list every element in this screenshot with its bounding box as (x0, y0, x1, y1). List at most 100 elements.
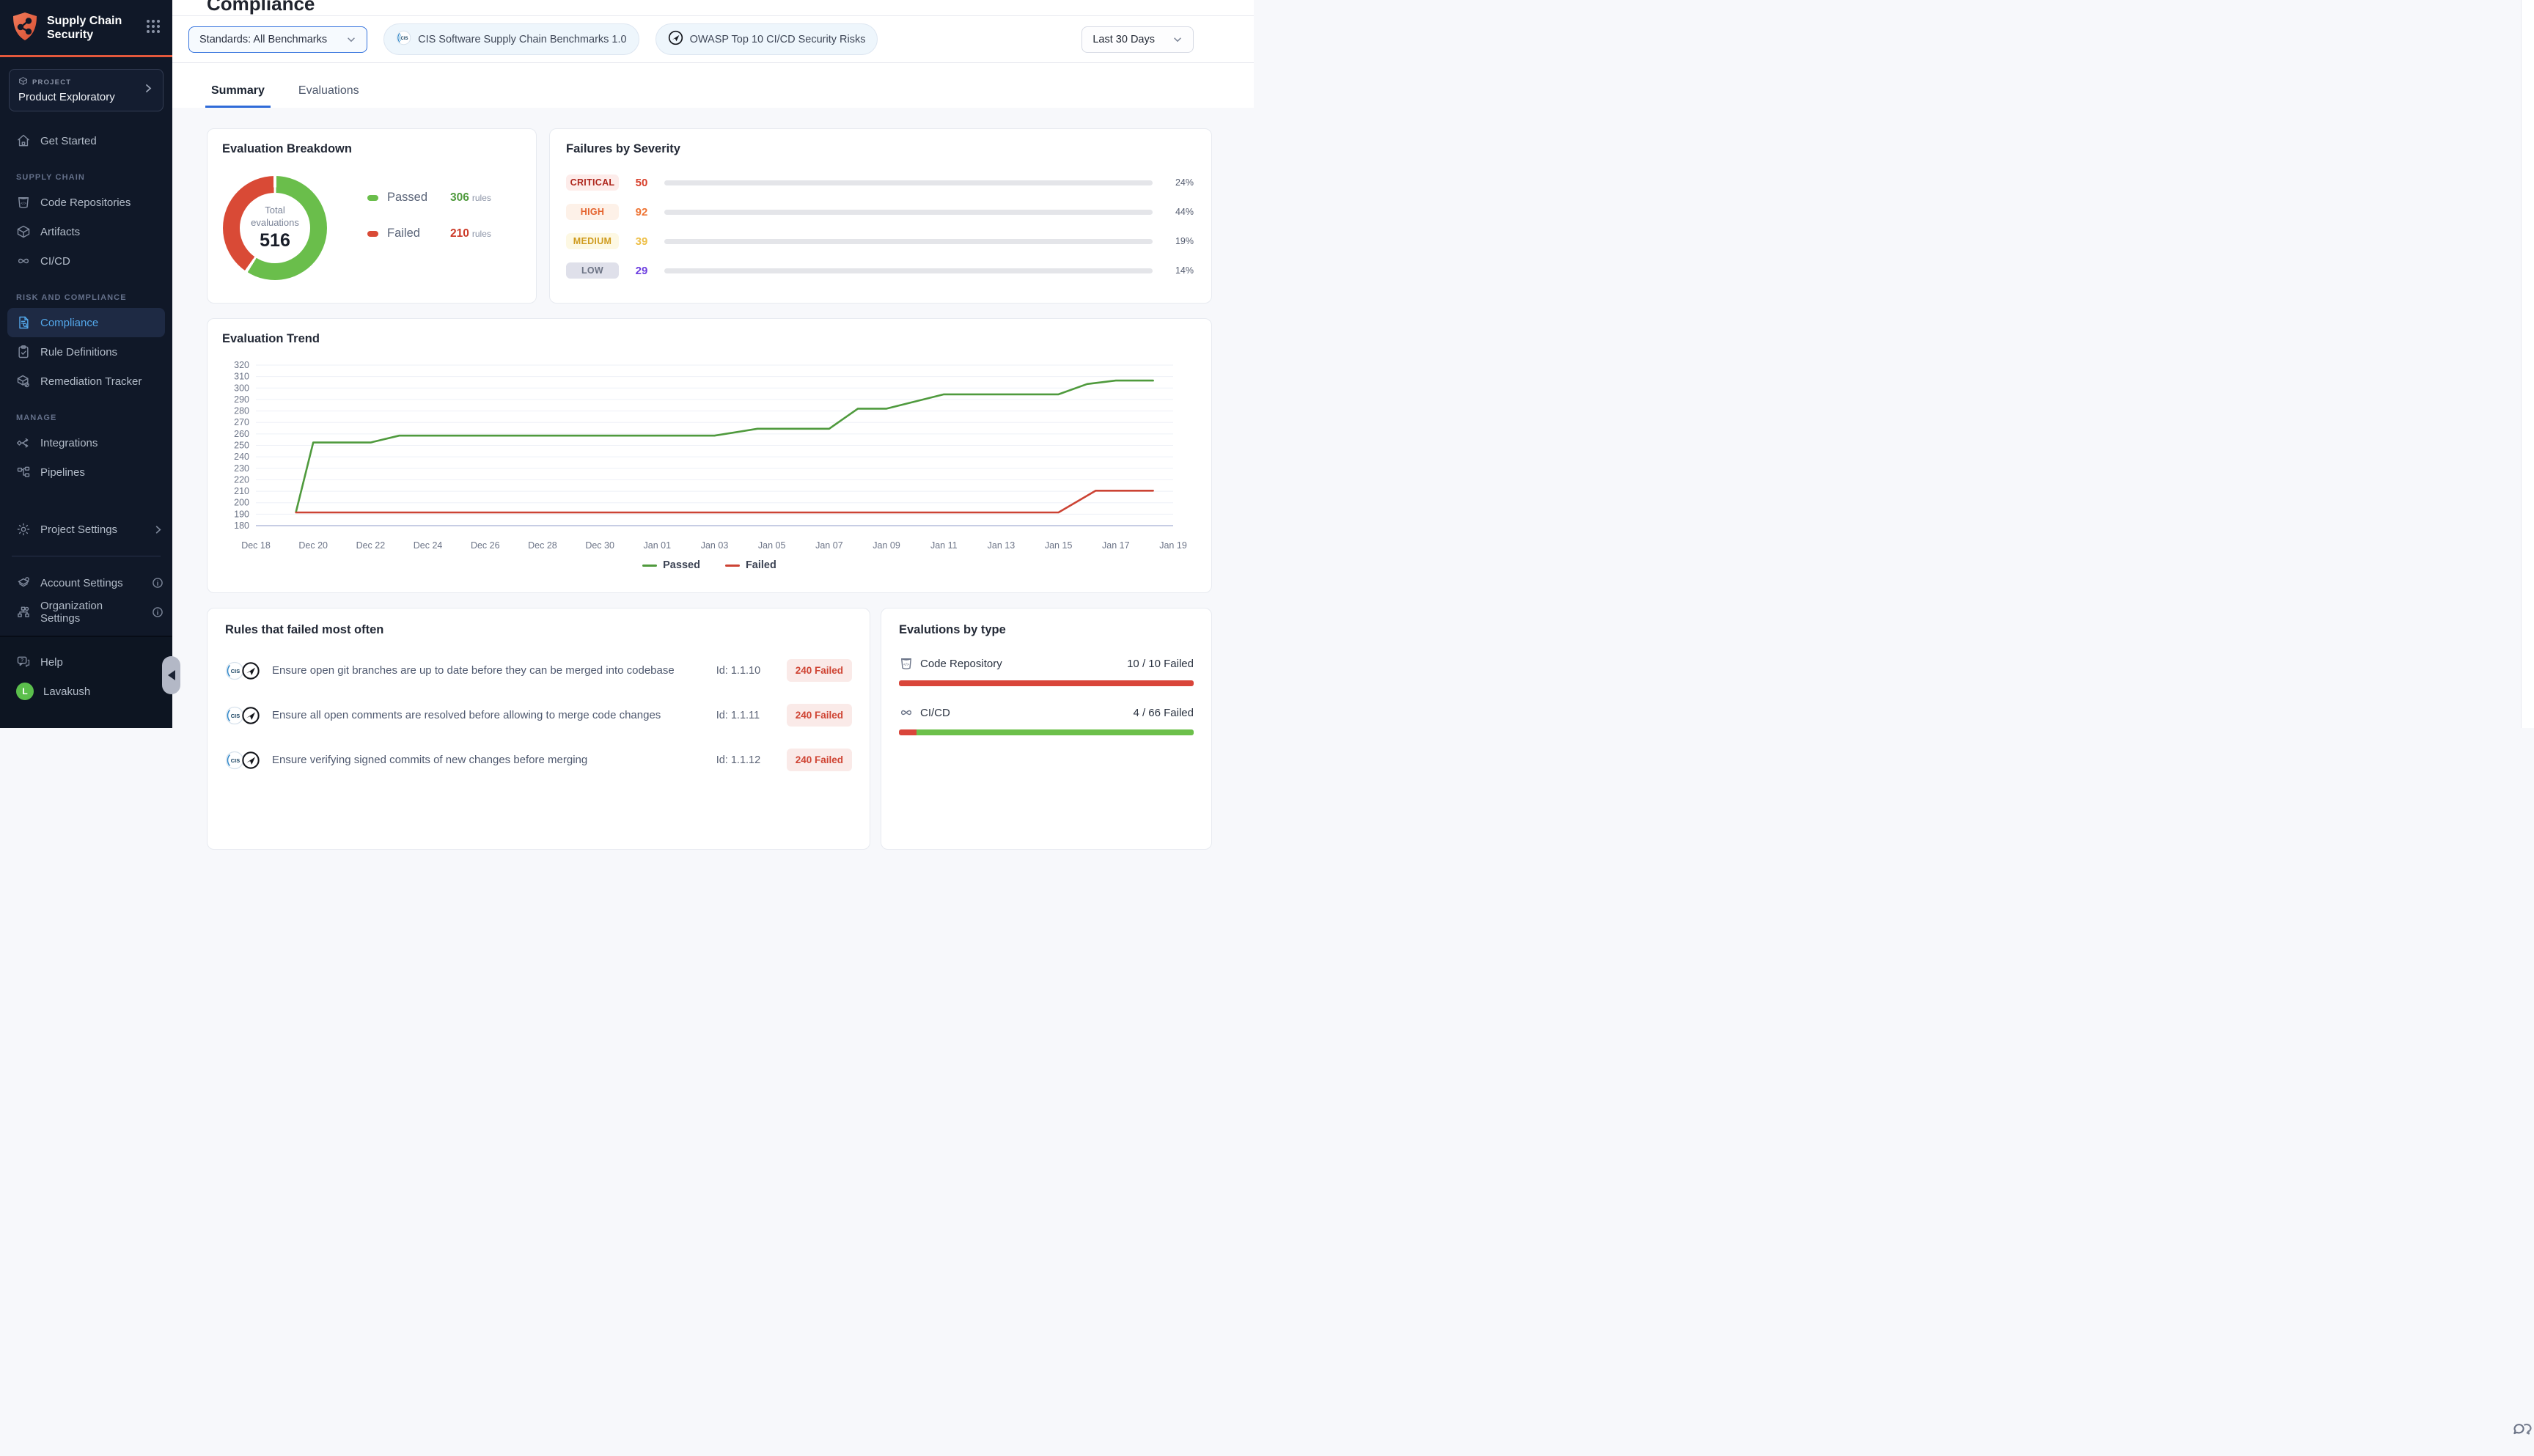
sidebar-item-project-settings[interactable]: Project Settings (0, 515, 172, 544)
severity-bar (664, 239, 1153, 244)
donut-center-label: Total (265, 205, 284, 216)
sidebar-item-get-started[interactable]: Get Started (0, 126, 172, 155)
rule-failed-badge: 240 Failed (787, 749, 852, 771)
sidebar-item-rule-definitions[interactable]: Rule Definitions (0, 337, 172, 367)
collapse-arrow-icon (168, 670, 175, 680)
info-icon[interactable] (152, 606, 164, 618)
svg-text:Dec 28: Dec 28 (528, 540, 557, 551)
sidebar-item-code-repositories[interactable]: </> Code Repositories (0, 188, 172, 217)
content: Evaluation Breakdown Totalevaluations 51… (172, 108, 1254, 850)
benchmark-chip-cis[interactable]: CIS CIS Software Supply Chain Benchmarks… (383, 23, 639, 55)
sidebar-item-help[interactable]: ? Help (0, 647, 172, 677)
rule-id: Id: 1.1.10 (716, 665, 774, 677)
svg-text:290: 290 (234, 394, 249, 405)
sidebar-item-organization-settings[interactable]: Organization Settings (0, 598, 172, 627)
svg-text:Jan 19: Jan 19 (1159, 540, 1187, 551)
type-bar (899, 680, 1194, 686)
svg-text:Jan 13: Jan 13 (988, 540, 1016, 551)
integrations-icon (16, 435, 31, 450)
tab-summary[interactable]: Summary (205, 84, 271, 108)
info-icon[interactable] (152, 577, 164, 589)
sidebar-item-label: Pipelines (40, 466, 85, 479)
rule-row[interactable]: CIS Ensure verifying signed commits of n… (225, 749, 852, 771)
failed-line-swatch (725, 565, 740, 567)
severity-row-critical: CRITICAL 50 24% (566, 175, 1194, 190)
avatar: L (16, 683, 34, 700)
sidebar-item-label: Project Settings (40, 523, 117, 536)
sidebar-item-pipelines[interactable]: Pipelines (0, 457, 172, 487)
type-row-cicd: CI/CD 4 / 66 Failed (899, 705, 1194, 735)
severity-count: 92 (619, 206, 664, 218)
cicd-infinity-icon (899, 705, 914, 720)
rule-row[interactable]: CIS Ensure all open comments are resolve… (225, 704, 852, 727)
benchmark-chip-owasp[interactable]: OWASP Top 10 CI/CD Security Risks (655, 23, 878, 55)
evaluation-breakdown-card: Evaluation Breakdown Totalevaluations 51… (207, 128, 537, 304)
legend-item-passed: Passed 306 rules (367, 191, 491, 205)
svg-text:CIS: CIS (231, 757, 240, 764)
svg-text:CIS: CIS (401, 37, 408, 41)
grid-apps-icon[interactable] (146, 19, 161, 37)
sidebar-item-artifacts[interactable]: Artifacts (0, 217, 172, 246)
severity-percent: 24% (1153, 177, 1194, 188)
tab-evaluations[interactable]: Evaluations (293, 84, 365, 108)
svg-text:180: 180 (234, 521, 249, 531)
date-range-dropdown[interactable]: Last 30 Days (1081, 26, 1194, 53)
remediation-cube-icon (16, 374, 31, 389)
sidebar-item-remediation-tracker[interactable]: Remediation Tracker (0, 367, 172, 396)
project-selector[interactable]: PROJECT Product Exploratory (9, 69, 164, 111)
svg-text:310: 310 (234, 372, 249, 382)
chevron-right-icon (153, 524, 164, 535)
cicd-infinity-icon (16, 254, 31, 268)
severity-row-high: HIGH 92 44% (566, 205, 1194, 219)
rule-row[interactable]: CIS Ensure open git branches are up to d… (225, 659, 852, 682)
clipboard-check-icon (16, 345, 31, 359)
rules-failed-card: Rules that failed most often CIS Ensure … (207, 608, 870, 850)
tab-bar: Summary Evaluations (172, 63, 1254, 108)
sidebar-collapse-handle[interactable] (162, 656, 180, 694)
main-area: Compliance Standards: All Benchmarks CIS… (172, 0, 1254, 728)
rule-id: Id: 1.1.12 (716, 754, 774, 766)
svg-text:230: 230 (234, 463, 249, 474)
owasp-logo (241, 751, 260, 770)
severity-bar (664, 268, 1153, 273)
donut-total-value: 516 (260, 230, 290, 251)
svg-text:280: 280 (234, 406, 249, 416)
pipelines-icon (16, 465, 31, 479)
sidebar-item-account-settings[interactable]: Account Settings (0, 568, 172, 598)
chat-bubble-icon[interactable] (2511, 1419, 2533, 1444)
evaluation-trend-chart: 1801902002102202302402502602702802903003… (222, 356, 1198, 554)
section-title-manage: MANAGE (16, 413, 172, 422)
severity-badge: LOW (566, 262, 619, 279)
sidebar-item-compliance[interactable]: Compliance (7, 308, 165, 337)
section-title-supply-chain: SUPPLY CHAIN (16, 173, 172, 182)
sidebar-item-label: Code Repositories (40, 196, 131, 209)
layers-gear-icon (16, 576, 31, 590)
sidebar-user[interactable]: L Lavakush (0, 677, 172, 706)
sidebar-item-label: Remediation Tracker (40, 375, 142, 388)
page-title: Compliance (207, 0, 1254, 15)
sidebar-item-integrations[interactable]: Integrations (0, 428, 172, 457)
help-chat-icon: ? (16, 655, 31, 669)
svg-text:Dec 18: Dec 18 (241, 540, 271, 551)
artifacts-cube-icon (16, 224, 31, 239)
rule-text: Ensure open git branches are up to date … (272, 664, 716, 677)
svg-text:Dec 26: Dec 26 (471, 540, 500, 551)
svg-text:190: 190 (234, 509, 249, 519)
card-title: Evalutions by type (899, 623, 1194, 637)
shield-network-icon (12, 12, 38, 45)
svg-text:320: 320 (234, 360, 249, 370)
owasp-logo (668, 30, 683, 48)
svg-text:240: 240 (234, 452, 249, 462)
type-status: 4 / 66 Failed (1133, 707, 1194, 719)
sidebar-item-cicd[interactable]: CI/CD (0, 246, 172, 276)
page-header: Compliance (172, 0, 1254, 16)
type-status: 10 / 10 Failed (1127, 658, 1194, 670)
project-eyebrow-label: PROJECT (32, 78, 71, 87)
svg-text:Dec 20: Dec 20 (298, 540, 328, 551)
failed-count: 210 (450, 227, 469, 240)
svg-text:250: 250 (234, 441, 249, 451)
svg-text:Jan 11: Jan 11 (930, 540, 958, 551)
standards-dropdown[interactable]: Standards: All Benchmarks (188, 26, 367, 53)
scrollbar-gutter[interactable] (2521, 0, 2534, 728)
type-label: Code Repository (920, 658, 1002, 670)
